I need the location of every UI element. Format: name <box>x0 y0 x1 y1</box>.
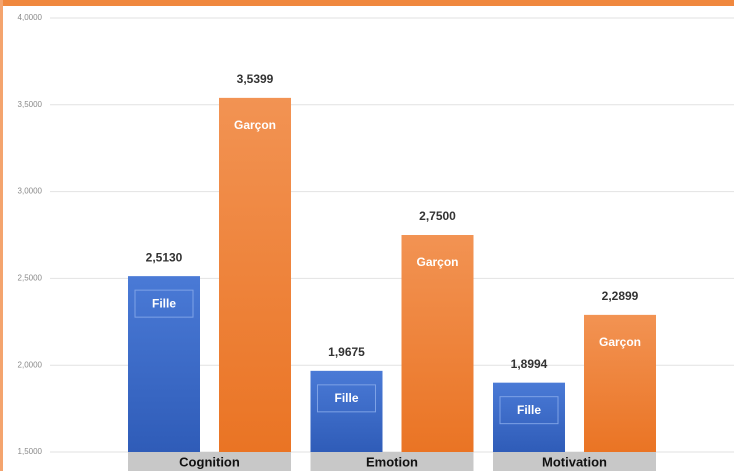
category-box <box>310 452 474 471</box>
y-tick-label: 3,5000 <box>18 100 43 109</box>
value-label: 1,9675 <box>328 345 365 359</box>
x-tick-label: Motivation <box>542 454 607 469</box>
y-tick-label: 1,5000 <box>18 447 43 456</box>
bar <box>493 382 565 452</box>
value-label: 3,5399 <box>237 72 274 86</box>
series-label: Garçon <box>416 255 458 269</box>
top-border <box>0 0 734 6</box>
bar <box>128 276 200 452</box>
series-label: Fille <box>334 391 358 405</box>
x-tick-label: Emotion <box>366 454 418 469</box>
bar <box>219 97 291 453</box>
category-box <box>128 452 291 471</box>
series-label: Fille <box>152 296 176 310</box>
series-label: Garçon <box>234 118 276 132</box>
series-label-box <box>134 289 194 318</box>
left-border <box>0 0 3 471</box>
y-tick-label: 2,5000 <box>18 274 43 283</box>
series-label-box <box>317 384 376 413</box>
value-label: 2,7500 <box>419 209 456 223</box>
value-label: 2,5130 <box>146 250 183 264</box>
bar <box>401 235 474 452</box>
series-label-box <box>499 396 559 425</box>
x-tick-label: Cognition <box>179 454 240 469</box>
value-label: 2,2899 <box>602 289 639 303</box>
bar <box>584 314 656 452</box>
y-tick-label: 2,0000 <box>18 360 43 369</box>
y-tick-label: 3,0000 <box>18 187 43 196</box>
value-label: 1,8994 <box>511 357 548 371</box>
series-label: Garçon <box>599 335 641 349</box>
category-box <box>493 452 656 471</box>
series-label: Fille <box>517 403 541 417</box>
y-tick-label: 4,0000 <box>18 13 43 22</box>
